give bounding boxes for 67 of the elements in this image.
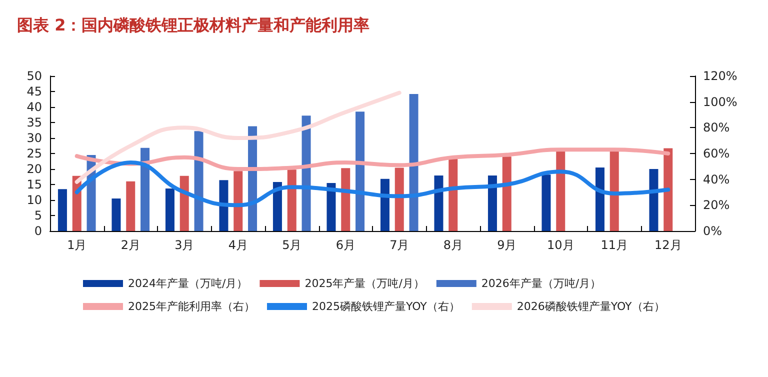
y-tick-label: 10 — [26, 193, 42, 207]
legend-label: 2025年产量（万吨/月） — [304, 277, 424, 290]
y-tick-label: 15 — [26, 178, 42, 192]
bar — [219, 180, 228, 231]
bar — [287, 170, 296, 231]
y2-tick-label: 100% — [703, 94, 738, 109]
x-tick-label: 3月 — [174, 238, 194, 252]
bar — [356, 112, 365, 231]
bar — [180, 176, 189, 231]
x-tick-label: 7月 — [390, 238, 410, 252]
y-tick-label: 5 — [34, 208, 42, 222]
legend-label: 2025年产能利用率（右） — [128, 300, 255, 313]
bar — [488, 176, 497, 231]
y-tick-label: 20 — [26, 162, 42, 176]
bar — [140, 148, 150, 231]
x-tick-label: 2月 — [120, 238, 140, 252]
x-tick-label: 1月 — [67, 238, 87, 252]
y-tick-label: 40 — [26, 100, 42, 114]
y-tick-label: 45 — [26, 84, 42, 98]
y-tick-label: 0 — [34, 224, 42, 238]
bar — [556, 150, 566, 231]
legend-label: 2026年产量（万吨/月） — [481, 277, 602, 290]
bar — [380, 178, 390, 231]
line-series — [74, 148, 670, 171]
bar — [434, 176, 444, 231]
bar — [409, 94, 418, 231]
x-tick-label: 4月 — [228, 238, 248, 252]
bar — [394, 168, 404, 231]
legend-label: 2025磷酸铁锂产量YOY（右） — [312, 300, 460, 313]
chart-title: 图表 2：国内磷酸铁锂正极材料产量和产能利用率 — [17, 16, 370, 34]
y2-tick-label: 80% — [703, 120, 730, 135]
bar — [341, 168, 350, 231]
bar — [112, 198, 121, 231]
bar — [610, 151, 619, 231]
bar — [502, 156, 512, 231]
bar — [165, 188, 174, 231]
bar — [595, 167, 604, 231]
bar — [542, 174, 551, 231]
bar — [664, 148, 673, 231]
bar — [448, 158, 458, 231]
line-series — [74, 90, 402, 184]
bar — [272, 182, 282, 231]
y-tick-label: 25 — [26, 146, 42, 160]
bar — [126, 181, 136, 231]
x-tick-label: 11月 — [600, 238, 628, 252]
y2-tick-label: 20% — [703, 198, 730, 212]
x-tick-label: 6月 — [336, 238, 356, 252]
legend-label: 2026磷酸铁锂产量YOY（右） — [516, 300, 665, 313]
y2-tick-label: 60% — [703, 146, 730, 160]
y-tick-label: 30 — [26, 131, 42, 145]
x-tick-label: 5月 — [282, 238, 302, 252]
bar — [194, 131, 204, 231]
legend-label: 2024年产量（万吨/月） — [128, 277, 248, 290]
x-tick-label: 10月 — [546, 238, 574, 252]
line-series — [74, 160, 670, 208]
bar — [649, 169, 658, 231]
x-tick-label: 8月 — [443, 238, 463, 252]
x-tick-label: 9月 — [497, 238, 517, 252]
bar — [326, 182, 336, 231]
y2-tick-label: 0% — [703, 224, 722, 238]
y2-tick-label: 120% — [703, 69, 738, 83]
bar — [234, 171, 243, 231]
x-tick-label: 12月 — [654, 238, 682, 252]
y-tick-label: 35 — [26, 116, 42, 130]
y2-tick-label: 40% — [703, 172, 730, 186]
bar — [58, 189, 67, 231]
y-tick-label: 50 — [26, 69, 42, 83]
